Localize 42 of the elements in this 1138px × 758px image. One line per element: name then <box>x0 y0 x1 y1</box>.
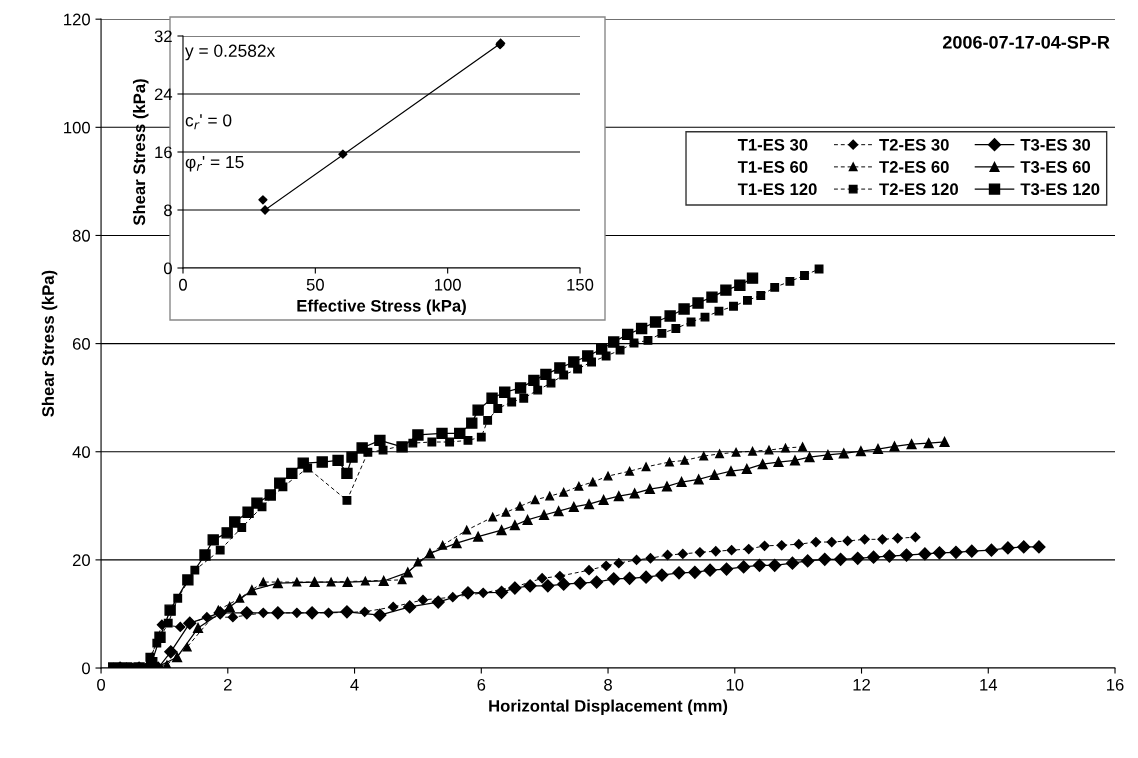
annotation: c$_{r}$' = 0 <box>185 114 232 130</box>
y-axis-title: Shear Stress (kPa) <box>132 79 149 226</box>
text: T1-ES 120 <box>737 183 817 196</box>
y-tick-label: 8 <box>164 204 172 217</box>
legend-label: T3-ES 30 <box>1020 138 1091 151</box>
y-tick-label: 0 <box>163 262 172 275</box>
y-tick-label: 32 <box>154 30 172 43</box>
x-tick-label: 8 <box>604 678 612 691</box>
x-tick-label: 0 <box>179 278 187 291</box>
x-tick-label: 12 <box>853 678 870 691</box>
y-tick-label: 80 <box>72 229 90 242</box>
legend-label: T2-ES 30 <box>879 138 949 151</box>
legend-label: T2-ES 60 <box>879 161 949 173</box>
y-tick-label: 100 <box>64 121 90 134</box>
text: T1-ES 30 <box>737 138 808 151</box>
text: T1-ES 60 <box>737 161 808 173</box>
legend-label: T3-ES 120 <box>1020 183 1100 196</box>
y-tick-label: 40 <box>72 446 90 458</box>
y-axis-title: Shear Stress (kPa) <box>41 270 58 417</box>
x-axis-title: Effective Stress (kPa) <box>297 299 466 316</box>
annotation: φ$_{r}$' = 15 <box>185 156 244 172</box>
legend-label: T3-ES 60 <box>1020 161 1091 173</box>
x-tick-label: 6 <box>477 678 486 691</box>
y-tick-label: 20 <box>72 554 90 567</box>
y-tick-label: 0 <box>82 662 90 675</box>
x-tick-label: 14 <box>980 679 998 691</box>
text: 2006-07-17-04-SP-R <box>942 35 1110 49</box>
y-tick-label: 16 <box>155 146 172 159</box>
annotation: y = 0.2582x <box>185 44 276 61</box>
x-axis-title: Horizontal Displacement (mm) <box>489 699 728 716</box>
y-tick-label: 60 <box>72 338 90 350</box>
x-tick-label: 2 <box>224 678 232 691</box>
x-tick-label: 10 <box>726 678 744 691</box>
legend-label: T2-ES 120 <box>879 183 958 196</box>
y-tick-label: 120 <box>64 13 90 26</box>
y-tick-label: 24 <box>154 88 173 101</box>
x-tick-label: 100 <box>435 278 461 291</box>
x-tick-label: 150 <box>567 278 594 291</box>
x-tick-label: 16 <box>1107 678 1124 691</box>
x-tick-label: 50 <box>306 278 324 291</box>
x-tick-label: 4 <box>350 679 359 691</box>
x-tick-label: 0 <box>97 678 106 691</box>
